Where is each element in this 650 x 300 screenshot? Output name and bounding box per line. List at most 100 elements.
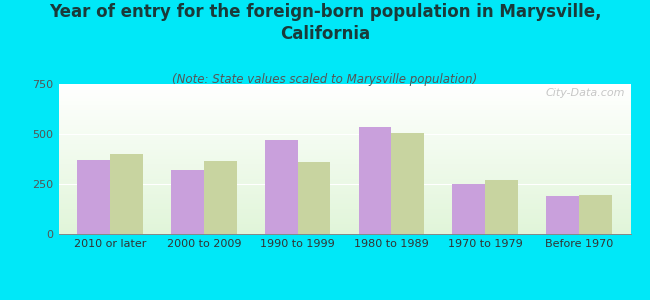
Bar xyxy=(58,94,630,96)
Bar xyxy=(58,194,630,195)
Bar xyxy=(58,169,630,171)
Bar xyxy=(58,87,630,88)
Bar xyxy=(58,93,630,94)
Bar xyxy=(58,190,630,192)
Bar xyxy=(58,114,630,116)
Bar xyxy=(359,127,391,234)
Bar xyxy=(485,180,518,234)
Text: City-Data.com: City-Data.com xyxy=(545,88,625,98)
Bar xyxy=(58,105,630,106)
Bar xyxy=(58,96,630,98)
Bar xyxy=(58,141,630,142)
Bar xyxy=(58,148,630,150)
Bar xyxy=(58,171,630,172)
Bar xyxy=(58,140,630,141)
Bar xyxy=(58,184,630,186)
Bar xyxy=(58,172,630,174)
Bar xyxy=(265,140,298,234)
Bar xyxy=(58,111,630,112)
Bar xyxy=(58,88,630,90)
Bar xyxy=(58,85,630,87)
Bar xyxy=(58,188,630,189)
Bar xyxy=(58,124,630,126)
Text: (Note: State values scaled to Marysville population): (Note: State values scaled to Marysville… xyxy=(172,74,478,86)
Bar xyxy=(58,134,630,135)
Bar xyxy=(58,206,630,207)
Bar xyxy=(58,132,630,134)
Bar xyxy=(58,178,630,180)
Bar xyxy=(58,99,630,100)
Bar xyxy=(58,202,630,204)
Bar xyxy=(58,117,630,118)
Bar xyxy=(58,160,630,162)
Bar xyxy=(77,160,110,234)
Bar xyxy=(58,165,630,166)
Bar xyxy=(58,214,630,216)
Bar xyxy=(546,196,579,234)
Bar xyxy=(58,208,630,210)
Bar xyxy=(58,153,630,154)
Bar xyxy=(58,182,630,183)
Bar xyxy=(58,230,630,231)
Bar xyxy=(58,210,630,212)
Bar xyxy=(58,216,630,218)
Bar xyxy=(58,100,630,102)
Bar xyxy=(58,118,630,120)
Bar xyxy=(58,98,630,99)
Bar xyxy=(58,110,630,111)
Bar xyxy=(58,135,630,136)
Bar xyxy=(58,92,630,93)
Bar xyxy=(58,84,630,86)
Bar xyxy=(58,218,630,219)
Bar xyxy=(58,112,630,114)
Bar xyxy=(58,164,630,165)
Bar xyxy=(110,154,143,234)
Bar xyxy=(58,200,630,201)
Bar xyxy=(58,102,630,104)
Bar xyxy=(58,103,630,105)
Bar xyxy=(58,123,630,124)
Bar xyxy=(58,189,630,190)
Bar xyxy=(58,129,630,130)
Bar xyxy=(58,219,630,220)
Bar xyxy=(58,108,630,110)
Bar xyxy=(58,120,630,122)
Bar xyxy=(58,213,630,214)
Bar xyxy=(58,195,630,196)
Bar xyxy=(58,90,630,92)
Bar xyxy=(58,232,630,234)
Bar xyxy=(58,192,630,194)
Text: Year of entry for the foreign-born population in Marysville,
California: Year of entry for the foreign-born popul… xyxy=(49,3,601,43)
Bar xyxy=(58,176,630,177)
Bar xyxy=(58,142,630,144)
Bar xyxy=(58,138,630,140)
Bar xyxy=(58,156,630,158)
Bar xyxy=(58,220,630,222)
Bar xyxy=(58,122,630,123)
Bar xyxy=(58,152,630,153)
Bar xyxy=(58,201,630,202)
Bar xyxy=(58,126,630,128)
Bar xyxy=(58,186,630,188)
Bar xyxy=(58,228,630,230)
Bar xyxy=(58,207,630,208)
Bar xyxy=(58,116,630,117)
Bar xyxy=(58,144,630,146)
Bar xyxy=(58,147,630,148)
Bar xyxy=(58,231,630,232)
Bar xyxy=(58,196,630,198)
Bar xyxy=(171,170,204,234)
Bar xyxy=(298,162,330,234)
Bar xyxy=(58,136,630,138)
Bar xyxy=(58,159,630,160)
Bar xyxy=(58,168,630,170)
Bar xyxy=(58,222,630,224)
Bar xyxy=(58,198,630,200)
Bar xyxy=(58,212,630,213)
Bar xyxy=(58,150,630,152)
Bar xyxy=(58,146,630,147)
Bar xyxy=(452,184,485,234)
Bar xyxy=(58,183,630,184)
Bar xyxy=(58,225,630,226)
Bar xyxy=(204,161,237,234)
